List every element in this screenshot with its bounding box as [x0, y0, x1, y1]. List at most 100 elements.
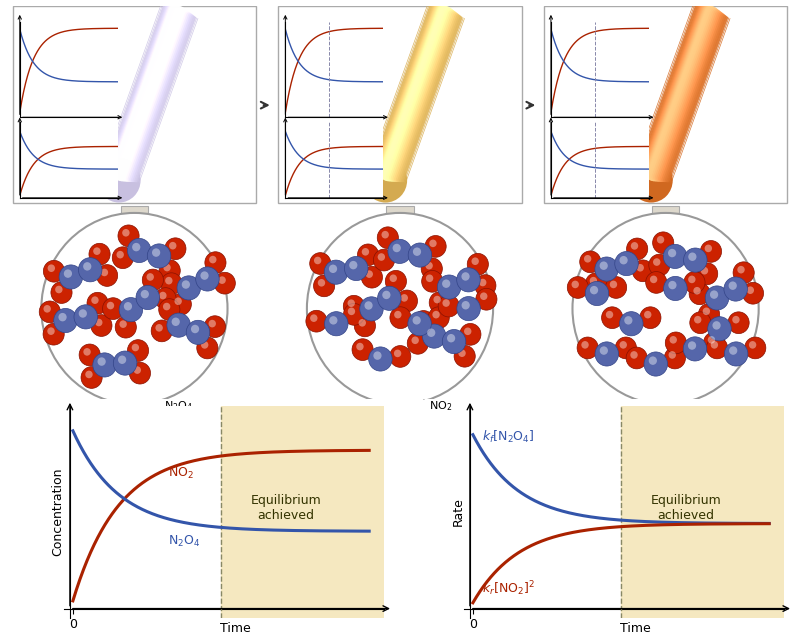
Circle shape [205, 252, 226, 274]
Circle shape [582, 341, 589, 348]
Circle shape [683, 248, 707, 272]
Circle shape [683, 337, 706, 361]
Bar [621, 406, 784, 618]
Circle shape [177, 276, 201, 300]
Circle shape [408, 243, 432, 267]
Circle shape [584, 255, 591, 263]
Circle shape [694, 287, 701, 294]
Circle shape [650, 276, 658, 283]
Circle shape [165, 238, 186, 260]
Circle shape [646, 272, 667, 293]
Circle shape [626, 347, 647, 369]
Circle shape [369, 347, 392, 371]
Circle shape [430, 240, 437, 247]
Circle shape [708, 336, 715, 344]
Circle shape [167, 313, 190, 337]
Circle shape [422, 270, 443, 292]
Circle shape [428, 307, 450, 328]
Circle shape [64, 269, 72, 278]
Circle shape [708, 317, 731, 341]
Polygon shape [109, 225, 160, 243]
Circle shape [314, 275, 334, 297]
Circle shape [590, 277, 597, 285]
Circle shape [218, 276, 226, 284]
Circle shape [171, 317, 180, 326]
Text: Equilibrium
achieved: Equilibrium achieved [644, 410, 707, 431]
Circle shape [396, 290, 418, 312]
Circle shape [457, 268, 480, 292]
Circle shape [388, 240, 411, 263]
Circle shape [358, 244, 378, 266]
Circle shape [630, 351, 638, 359]
Circle shape [732, 316, 740, 323]
Circle shape [95, 319, 102, 327]
Circle shape [434, 296, 441, 303]
Circle shape [39, 301, 61, 323]
Circle shape [132, 344, 139, 352]
Circle shape [91, 296, 98, 304]
Text: Time: Time [221, 621, 251, 635]
Circle shape [394, 350, 402, 357]
Circle shape [668, 249, 676, 257]
Ellipse shape [98, 158, 141, 203]
Circle shape [670, 336, 677, 344]
Circle shape [91, 315, 112, 336]
Circle shape [214, 272, 235, 294]
Circle shape [142, 269, 163, 291]
Circle shape [644, 311, 651, 318]
Circle shape [626, 238, 648, 260]
Circle shape [132, 243, 140, 251]
Circle shape [152, 249, 160, 257]
Circle shape [580, 251, 601, 272]
Circle shape [79, 344, 100, 366]
Circle shape [74, 305, 98, 329]
Circle shape [343, 296, 365, 317]
Circle shape [118, 225, 139, 247]
Circle shape [102, 298, 124, 319]
Circle shape [374, 352, 382, 360]
Circle shape [147, 244, 171, 268]
Circle shape [165, 277, 173, 285]
Circle shape [59, 265, 82, 289]
Circle shape [471, 258, 479, 265]
Circle shape [432, 311, 440, 318]
Circle shape [43, 260, 65, 282]
Circle shape [191, 325, 199, 333]
Circle shape [209, 256, 217, 263]
Circle shape [390, 307, 411, 328]
Circle shape [78, 309, 87, 317]
Circle shape [447, 334, 455, 343]
Text: $k_r$[NO$_2$]$^2$: $k_r$[NO$_2$]$^2$ [482, 579, 534, 598]
Circle shape [204, 316, 226, 337]
Circle shape [134, 366, 141, 374]
Circle shape [119, 320, 127, 328]
Circle shape [724, 277, 747, 301]
Circle shape [442, 330, 466, 354]
Circle shape [51, 281, 72, 303]
Polygon shape [640, 225, 691, 243]
Circle shape [382, 290, 390, 299]
Circle shape [146, 273, 154, 281]
Circle shape [54, 308, 78, 332]
Y-axis label: Concentration: Concentration [51, 468, 64, 556]
Circle shape [728, 312, 749, 334]
Circle shape [577, 337, 598, 359]
Circle shape [746, 287, 754, 294]
Circle shape [349, 261, 358, 269]
Circle shape [155, 324, 163, 332]
Circle shape [600, 346, 608, 355]
Circle shape [738, 266, 745, 274]
Circle shape [394, 311, 402, 318]
Circle shape [706, 286, 729, 310]
Bar [386, 206, 414, 225]
Circle shape [614, 252, 638, 276]
Circle shape [668, 281, 677, 289]
Circle shape [393, 244, 401, 252]
Ellipse shape [364, 158, 407, 203]
Text: N$_2$O$_4$: N$_2$O$_4$ [168, 534, 200, 549]
Circle shape [408, 312, 431, 336]
Circle shape [632, 260, 654, 281]
Circle shape [663, 244, 687, 269]
Circle shape [93, 353, 116, 377]
Circle shape [586, 281, 609, 306]
